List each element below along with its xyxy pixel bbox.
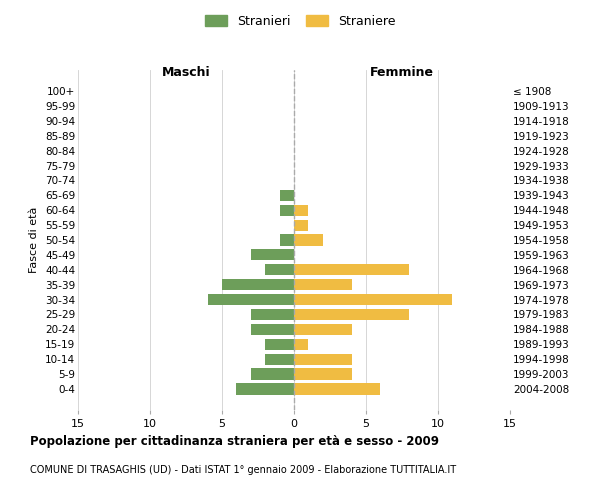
Bar [265,338,294,350]
Bar [280,234,294,246]
Bar [294,338,308,350]
Bar [251,368,294,380]
Bar [280,190,294,201]
Bar [294,264,409,276]
Legend: Stranieri, Straniere: Stranieri, Straniere [201,11,399,32]
Bar [294,220,308,230]
Text: Femmine: Femmine [370,66,434,79]
Bar [294,309,409,320]
Bar [222,279,294,290]
Text: Maschi: Maschi [161,66,211,79]
Bar [294,204,308,216]
Bar [236,384,294,394]
Bar [208,294,294,305]
Bar [251,309,294,320]
Bar [265,354,294,365]
Y-axis label: Fasce di età: Fasce di età [29,207,40,273]
Bar [265,264,294,276]
Bar [280,204,294,216]
Bar [294,234,323,246]
Text: Popolazione per cittadinanza straniera per età e sesso - 2009: Popolazione per cittadinanza straniera p… [30,435,439,448]
Bar [294,368,352,380]
Bar [294,354,352,365]
Bar [294,324,352,335]
Bar [251,324,294,335]
Bar [251,250,294,260]
Text: COMUNE DI TRASAGHIS (UD) - Dati ISTAT 1° gennaio 2009 - Elaborazione TUTTITALIA.: COMUNE DI TRASAGHIS (UD) - Dati ISTAT 1°… [30,465,456,475]
Bar [294,384,380,394]
Bar [294,279,352,290]
Bar [294,294,452,305]
